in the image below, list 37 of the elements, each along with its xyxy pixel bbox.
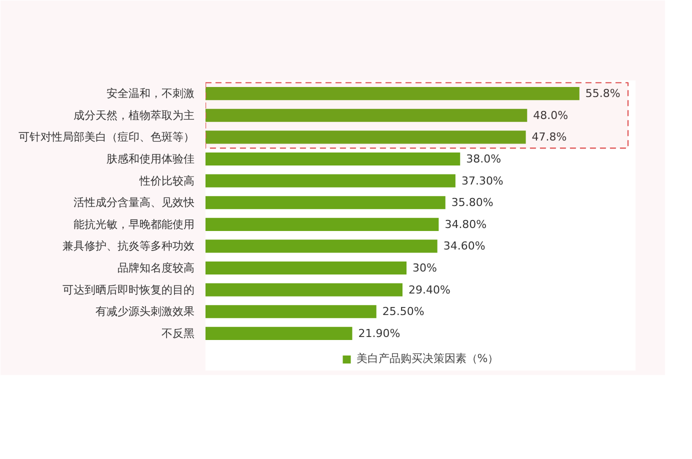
data-label: 21.90% bbox=[358, 326, 400, 340]
bar bbox=[206, 152, 460, 166]
data-label: 47.8% bbox=[532, 130, 567, 144]
data-label: 34.60% bbox=[443, 240, 486, 253]
y-tick-label: 能抗光敏，早晚都能使用 bbox=[74, 218, 194, 231]
bar bbox=[206, 218, 439, 231]
y-tick-label: 安全温和，不刺激 bbox=[106, 87, 194, 100]
bar bbox=[206, 261, 407, 275]
bar bbox=[206, 305, 376, 318]
data-label: 38.0% bbox=[466, 152, 502, 166]
data-label: 25.50% bbox=[382, 305, 424, 318]
bar bbox=[206, 196, 446, 210]
data-label: 55.8% bbox=[585, 87, 620, 100]
bar bbox=[206, 174, 456, 188]
data-label: 35.80% bbox=[451, 196, 494, 210]
bar bbox=[206, 87, 580, 100]
y-tick-label: 活性成分含量高、见效快 bbox=[74, 196, 194, 210]
y-tick-label: 肤感和使用体验佳 bbox=[106, 152, 194, 166]
y-tick-label: 成分天然，植物萃取为主 bbox=[74, 108, 194, 122]
data-label: 48.0% bbox=[533, 108, 568, 122]
bar bbox=[206, 283, 403, 296]
y-tick-label: 性价比较高 bbox=[138, 174, 194, 188]
y-tick-label: 不反黑 bbox=[162, 326, 194, 340]
data-label: 29.40% bbox=[408, 283, 450, 296]
data-label: 37.30% bbox=[461, 174, 504, 188]
legend-label: 美白产品购买决策因素（%） bbox=[356, 351, 499, 366]
bar bbox=[206, 108, 528, 122]
bar bbox=[206, 326, 352, 340]
bar bbox=[206, 130, 526, 144]
data-label: 34.80% bbox=[444, 218, 487, 231]
y-tick-label: 有减少源头刺激效果 bbox=[96, 305, 194, 318]
data-label: 30% bbox=[412, 262, 437, 275]
y-tick-label: 可达到晒后即时恢复的目的 bbox=[62, 283, 194, 296]
bar bbox=[206, 240, 438, 253]
y-tick-label: 兼具修护、抗炎等多种功效 bbox=[62, 240, 194, 253]
y-tick-label: 可针对性局部美白（痘印、色斑等） bbox=[18, 130, 194, 144]
y-tick-label: 品牌知名度较高 bbox=[118, 262, 194, 275]
